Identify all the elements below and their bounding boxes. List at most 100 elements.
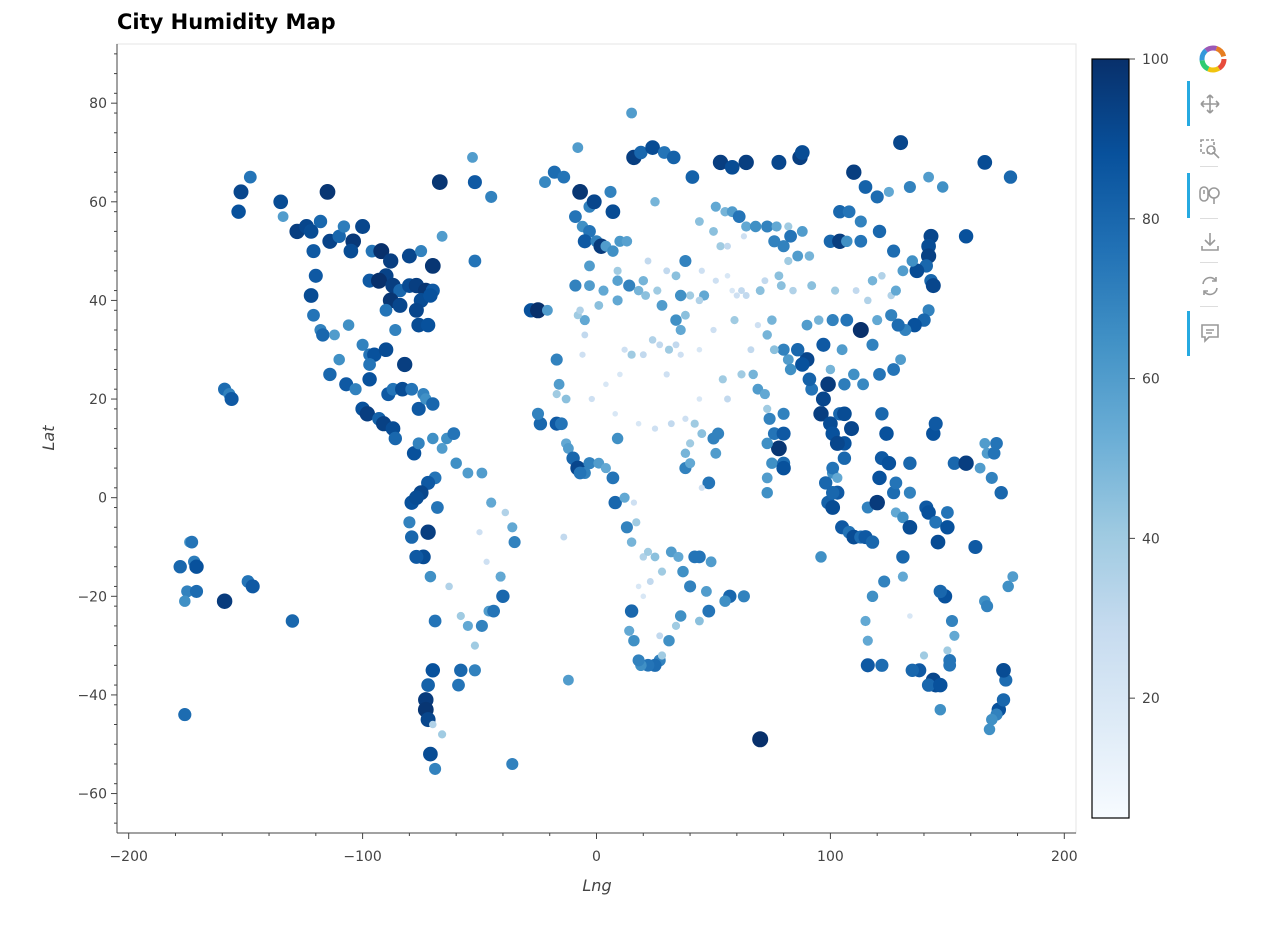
scatter-points <box>173 107 1019 775</box>
scatter-point <box>666 150 681 165</box>
scatter-point <box>807 281 817 291</box>
scatter-point <box>431 501 444 514</box>
wheel-zoom-icon[interactable] <box>1198 183 1222 207</box>
scatter-point <box>403 516 416 529</box>
scatter-point <box>776 281 786 291</box>
scatter-point <box>577 234 592 249</box>
scatter-point <box>476 529 483 536</box>
scatter-point <box>922 304 935 317</box>
hover-icon[interactable] <box>1198 321 1222 345</box>
reset-icon[interactable] <box>1198 274 1222 298</box>
scatter-point <box>705 556 717 568</box>
scatter-point <box>243 170 257 184</box>
scatter-point <box>887 486 901 500</box>
scatter-point <box>854 215 867 228</box>
scatter-point <box>710 326 717 334</box>
scatter-point <box>581 331 589 339</box>
scatter-point <box>829 435 845 451</box>
scatter-point <box>603 381 609 388</box>
scatter-point <box>833 205 847 219</box>
scatter-point <box>561 394 571 404</box>
box-zoom-icon[interactable] <box>1198 137 1222 161</box>
scatter-point <box>452 678 465 692</box>
scatter-point <box>486 497 497 508</box>
scatter-point <box>819 476 833 490</box>
scatter-point <box>563 674 574 686</box>
scatter-point <box>673 551 684 562</box>
scatter-point <box>867 275 878 286</box>
scatter-point <box>674 289 687 302</box>
scatter-point <box>626 537 637 547</box>
scatter-point <box>397 356 413 373</box>
scatter-point <box>762 330 772 340</box>
scatter-point <box>729 287 735 294</box>
scatter-point <box>933 584 947 599</box>
scatter-point <box>633 285 644 296</box>
scatter-point <box>921 678 936 692</box>
scatter-point <box>730 316 739 325</box>
scatter-point <box>925 278 941 294</box>
scatter-point <box>640 593 647 600</box>
scatter-point <box>1002 580 1014 593</box>
scatter-point <box>826 314 839 327</box>
scatter-point <box>897 571 908 582</box>
scatter-point <box>359 406 375 422</box>
scatter-point <box>825 500 841 515</box>
scatter-point <box>718 375 727 384</box>
scatter-point <box>710 201 721 212</box>
scatter-point <box>761 277 769 285</box>
scatter-point <box>825 364 836 375</box>
scatter-point <box>981 600 994 613</box>
scatter-point <box>573 466 587 480</box>
scatter-point <box>719 595 731 607</box>
scatter-point <box>759 389 770 400</box>
scatter-point <box>332 229 346 243</box>
scatter-point <box>674 610 687 622</box>
scatter-point <box>588 395 595 403</box>
scatter-point <box>507 522 518 533</box>
scatter-point <box>495 571 506 582</box>
pan-icon[interactable] <box>1198 92 1222 116</box>
scatter-point <box>820 376 836 393</box>
scatter-point <box>454 663 468 677</box>
scatter-point <box>784 222 793 231</box>
scatter-point <box>672 341 680 349</box>
scatter-point <box>974 462 986 474</box>
scatter-point <box>641 291 651 300</box>
scatter-point <box>487 604 500 618</box>
scatter-point <box>686 439 695 448</box>
scatter-point <box>273 194 289 210</box>
scatter-point <box>940 520 955 535</box>
save-icon[interactable] <box>1198 230 1222 254</box>
scatter-point <box>572 142 584 154</box>
scatter-point <box>846 164 862 180</box>
bokeh-logo-icon[interactable] <box>1198 44 1227 73</box>
scatter-point <box>761 220 774 233</box>
scatter-point <box>903 486 916 499</box>
scatter-point <box>838 378 851 391</box>
scatter-point <box>716 242 725 251</box>
y-axis-label: Lat <box>39 425 58 451</box>
scatter-point <box>878 575 891 588</box>
scatter-point <box>696 396 703 402</box>
scatter-point <box>379 303 393 317</box>
scatter-point <box>936 181 949 193</box>
scatter-point <box>680 448 691 459</box>
scatter-point <box>943 658 957 672</box>
scatter-point <box>742 292 750 299</box>
scatter-point <box>782 354 794 365</box>
scatter-point <box>412 437 425 450</box>
scatter-point <box>897 511 909 524</box>
scatter-point <box>671 271 681 281</box>
x-tick-label: 0 <box>592 849 601 865</box>
scatter-point <box>608 495 622 510</box>
scatter-point <box>185 535 199 549</box>
scatter-point <box>627 350 636 359</box>
toolbar-separator <box>1200 218 1218 219</box>
x-tick-label: 100 <box>817 849 844 865</box>
toolbar-separator <box>1200 306 1218 307</box>
scatter-point <box>752 731 769 748</box>
scatter-point <box>836 344 848 356</box>
scatter-point <box>342 319 355 331</box>
